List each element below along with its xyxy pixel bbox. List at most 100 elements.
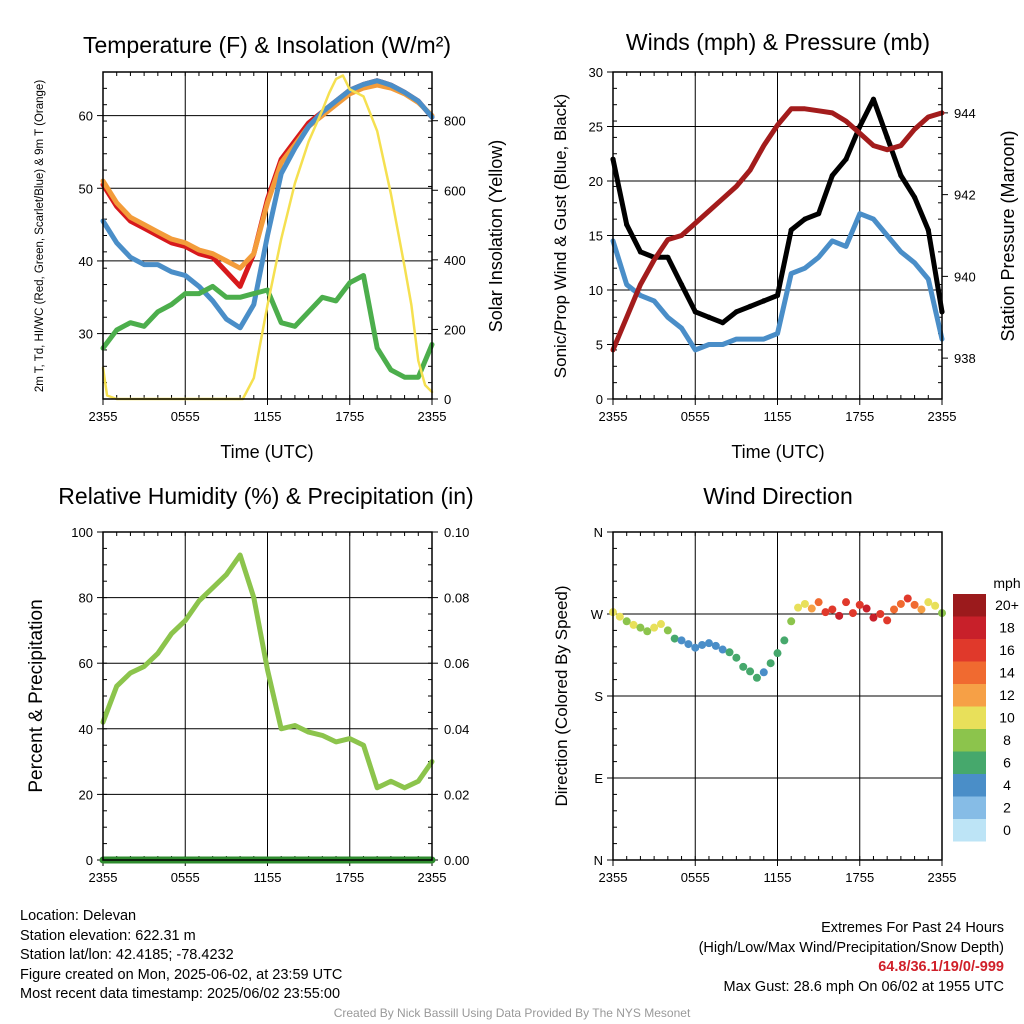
humidity-left-axis-label: Percent & Precipitation <box>26 599 47 792</box>
y2-tick-label: 800 <box>444 114 466 129</box>
direction-point <box>773 649 782 658</box>
y-tick-label: 0 <box>86 853 93 868</box>
y-tick-label: 30 <box>79 327 93 342</box>
x-tick-label: 0555 <box>171 409 200 424</box>
winds-panel: Winds (mph) & Pressure (mb) Sonic/Prop W… <box>551 29 1018 462</box>
x-tick-label: 2355 <box>89 409 118 424</box>
colorbar-label: 8 <box>1003 732 1011 748</box>
gust-point <box>774 292 781 299</box>
y2-tick-label: 944 <box>954 106 976 121</box>
colorbar-label: 10 <box>999 710 1015 726</box>
y2-tick-label: 0 <box>444 392 451 407</box>
x-tick-label: 2355 <box>418 870 447 885</box>
colorbar-label: 4 <box>1003 777 1011 793</box>
gust-point <box>706 314 712 320</box>
extremes-title: Extremes For Past 24 Hours <box>821 920 1004 936</box>
x-tick-label: 1155 <box>764 409 792 424</box>
gust-point <box>747 303 753 309</box>
recent-timestamp: Most recent data timestamp: 2025/06/02 2… <box>20 986 341 1003</box>
y2-tick-label: 0.04 <box>444 722 469 737</box>
direction-point <box>677 636 686 645</box>
direction-point <box>636 623 645 632</box>
winds-x-axis-label: Time (UTC) <box>731 442 824 462</box>
direction-point <box>787 617 796 626</box>
temperature-title: Temperature (F) & Insolation (W/m²) <box>83 32 451 58</box>
direction-point <box>924 598 933 607</box>
x-tick-label: 2355 <box>928 409 957 424</box>
colorbar-label: 12 <box>999 687 1015 703</box>
colorbar-swatch <box>953 706 986 729</box>
direction-point <box>780 636 789 645</box>
y-tick-label: N <box>594 853 603 868</box>
colorbar-swatch <box>953 616 986 639</box>
y2-tick-label: 942 <box>954 188 976 203</box>
direction-point <box>855 600 864 609</box>
y-tick-label: 20 <box>589 174 603 189</box>
direction-point <box>615 612 624 621</box>
direction-point <box>684 640 693 649</box>
wind-direction-title: Wind Direction <box>703 483 853 509</box>
winds-plot: 2355 0555 1155 1755 2355 0 5 10 15 20 25 30 938 940 94… <box>589 65 976 424</box>
colorbar-label: 14 <box>999 665 1015 681</box>
direction-point <box>759 668 768 677</box>
temperature-left-axis-label: 2m T, Td, HI/WC (Red, Green, Scarlet/Blu… <box>34 80 46 392</box>
direction-point <box>814 598 823 607</box>
y2-tick-label: 0.08 <box>444 591 469 606</box>
direction-point <box>862 604 871 613</box>
direction-point <box>752 673 761 682</box>
direction-point <box>876 610 885 618</box>
colorbar-swatch <box>953 729 986 752</box>
y-tick-label: E <box>594 771 603 786</box>
x-tick-label: 2355 <box>418 409 447 424</box>
temperature-panel: Temperature (F) & Insolation (W/m²) 2m T… <box>34 32 506 462</box>
direction-point <box>718 645 727 654</box>
winds-left-axis-label: Sonic/Prop Wind & Gust (Blue, Black) <box>551 94 570 378</box>
humidity-plot: 2355 0555 1155 1755 2355 0 20 40 60 80 100 0.00 0.02… <box>71 525 469 885</box>
colorbar-unit: mph <box>993 575 1020 591</box>
x-tick-label: 2355 <box>599 409 628 424</box>
plot-frame <box>102 71 433 400</box>
station-location: Location: Delevan <box>20 908 137 924</box>
gust-point <box>678 281 685 288</box>
colorbar-swatch <box>953 819 986 842</box>
station-latlon: Station lat/lon: 42.4185; -78.4232 <box>20 947 234 964</box>
direction-point <box>828 605 837 614</box>
y-tick-label: 40 <box>79 254 93 269</box>
x-tick-label: 0555 <box>171 870 200 885</box>
y-tick-label: 80 <box>79 591 93 606</box>
x-tick-label: 2355 <box>89 870 118 885</box>
winds-right-axis-label: Station Pressure (Maroon) <box>998 130 1018 341</box>
colorbar-label: 6 <box>1003 755 1011 771</box>
colorbar-swatch <box>953 684 986 707</box>
direction-point <box>794 603 803 612</box>
y2-tick-label: 400 <box>444 253 466 268</box>
y-tick-label: 10 <box>589 283 603 298</box>
x-tick-label: 1155 <box>254 870 282 885</box>
colorbar-swatch <box>953 639 986 662</box>
x-tick-label: 1755 <box>335 870 364 885</box>
series-line-0 <box>100 552 435 791</box>
gust-point <box>843 156 849 162</box>
direction-point <box>732 653 741 662</box>
colorbar-label: 20+ <box>995 597 1019 613</box>
temperature-x-axis-label: Time (UTC) <box>220 442 313 462</box>
y-tick-label: 60 <box>79 109 93 124</box>
y-tick-label: S <box>594 689 603 704</box>
y-tick-label: 100 <box>71 525 93 540</box>
direction-point <box>663 626 672 635</box>
x-tick-label: 1755 <box>845 870 874 885</box>
temperature-right-axis-label: Solar Insolation (Yellow) <box>486 140 506 332</box>
station-info: Location: Delevan Station elevation: 622… <box>20 907 342 1005</box>
gust-point <box>733 309 739 315</box>
gust-point <box>870 96 877 102</box>
y2-tick-label: 0.00 <box>444 853 469 868</box>
series-line-1 <box>100 82 435 271</box>
colorbar-swatch <box>953 594 986 617</box>
plot-frame <box>612 71 943 400</box>
series-line-2 <box>610 106 945 353</box>
direction-point <box>711 641 720 650</box>
gust-point <box>829 172 835 179</box>
y-tick-label: W <box>591 607 604 622</box>
direction-point <box>698 640 707 649</box>
temperature-plot: 2355 0555 1155 1755 235530405060020040060080… <box>79 71 466 424</box>
